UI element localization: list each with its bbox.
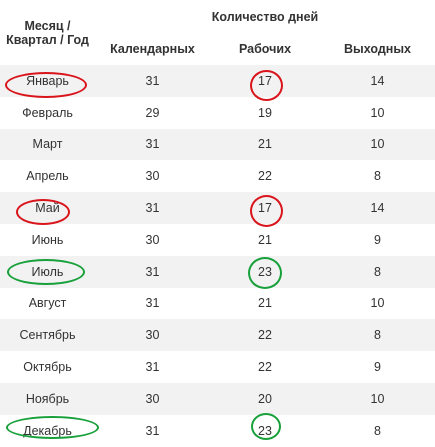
working-days-cell: 22 bbox=[210, 351, 320, 383]
month-cell: Декабрь bbox=[0, 414, 95, 447]
month-column-header: Месяц / Квартал / Год bbox=[6, 18, 89, 47]
calendar-days-cell: 31 bbox=[95, 65, 210, 97]
days-count-group-header: Количество дней bbox=[211, 9, 319, 24]
working-days-cell: 17 bbox=[210, 65, 320, 97]
working-days-cell: 21 bbox=[210, 287, 320, 320]
month-cell: Май bbox=[0, 192, 95, 224]
table-row: Ноябрь 30 20 10 bbox=[0, 382, 435, 415]
table-row: Апрель 30 22 8 bbox=[0, 160, 435, 193]
calendar-days-cell: 30 bbox=[95, 160, 210, 193]
working-days-cell: 21 bbox=[210, 223, 320, 256]
month-cell: Июль bbox=[0, 255, 95, 288]
weekend-days-cell: 10 bbox=[320, 382, 435, 415]
table-row: Декабрь 31 23 8 bbox=[0, 414, 435, 447]
calendar-days-cell: 31 bbox=[95, 351, 210, 383]
calendar-days-cell: 31 bbox=[95, 287, 210, 320]
table-row: Октябрь 31 22 9 bbox=[0, 351, 435, 383]
month-cell: Апрель bbox=[0, 160, 95, 193]
table-row: Июль 31 23 8 bbox=[0, 255, 435, 288]
working-days-cell: 22 bbox=[210, 319, 320, 352]
month-cell: Август bbox=[0, 287, 95, 320]
weekend-days-cell: 8 bbox=[320, 319, 435, 352]
table-row: Июнь 30 21 9 bbox=[0, 223, 435, 256]
working-days-cell: 23 bbox=[210, 414, 320, 447]
working-days-cell: 17 bbox=[210, 192, 320, 224]
table-row: Февраль 29 19 10 bbox=[0, 96, 435, 129]
weekend-days-cell: 10 bbox=[320, 128, 435, 161]
weekend-days-header: Выходных bbox=[344, 42, 411, 56]
weekend-days-cell: 9 bbox=[320, 351, 435, 383]
calendar-days-cell: 31 bbox=[95, 255, 210, 288]
table-row: Май 31 17 14 bbox=[0, 192, 435, 224]
calendar-days-cell: 30 bbox=[95, 382, 210, 415]
month-cell: Февраль bbox=[0, 96, 95, 129]
calendar-days-header: Календарных bbox=[110, 42, 195, 56]
working-days-cell: 21 bbox=[210, 128, 320, 161]
weekend-days-cell: 8 bbox=[320, 255, 435, 288]
working-days-cell: 20 bbox=[210, 382, 320, 415]
working-days-cell: 19 bbox=[210, 96, 320, 129]
weekend-days-cell: 14 bbox=[320, 192, 435, 224]
working-days-header: Рабочих bbox=[238, 42, 292, 56]
weekend-days-cell: 10 bbox=[320, 96, 435, 129]
month-cell: Июнь bbox=[0, 223, 95, 256]
weekend-days-cell: 9 bbox=[320, 223, 435, 256]
table-row: Январь 31 17 14 bbox=[0, 65, 435, 97]
calendar-days-cell: 30 bbox=[95, 223, 210, 256]
month-cell: Январь bbox=[0, 65, 95, 97]
working-days-cell: 23 bbox=[210, 255, 320, 288]
table-row: Сентябрь 30 22 8 bbox=[0, 319, 435, 352]
weekend-days-cell: 8 bbox=[320, 414, 435, 447]
table-row: Март 31 21 10 bbox=[0, 128, 435, 161]
table-body: Январь 31 17 14 Февраль 29 19 10 Март 31… bbox=[0, 65, 435, 447]
table-header: Месяц / Квартал / Год Количество дней Ка… bbox=[0, 0, 435, 65]
calendar-days-cell: 31 bbox=[95, 192, 210, 224]
calendar-days-cell: 31 bbox=[95, 128, 210, 161]
month-cell: Март bbox=[0, 128, 95, 161]
month-cell: Сентябрь bbox=[0, 319, 95, 352]
calendar-days-cell: 29 bbox=[95, 96, 210, 129]
calendar-days-cell: 30 bbox=[95, 319, 210, 352]
weekend-days-cell: 8 bbox=[320, 160, 435, 193]
weekend-days-cell: 14 bbox=[320, 65, 435, 97]
weekend-days-cell: 10 bbox=[320, 287, 435, 320]
month-cell: Ноябрь bbox=[0, 382, 95, 415]
working-days-cell: 22 bbox=[210, 160, 320, 193]
table-row: Август 31 21 10 bbox=[0, 287, 435, 320]
month-cell: Октябрь bbox=[0, 351, 95, 383]
calendar-days-cell: 31 bbox=[95, 414, 210, 447]
